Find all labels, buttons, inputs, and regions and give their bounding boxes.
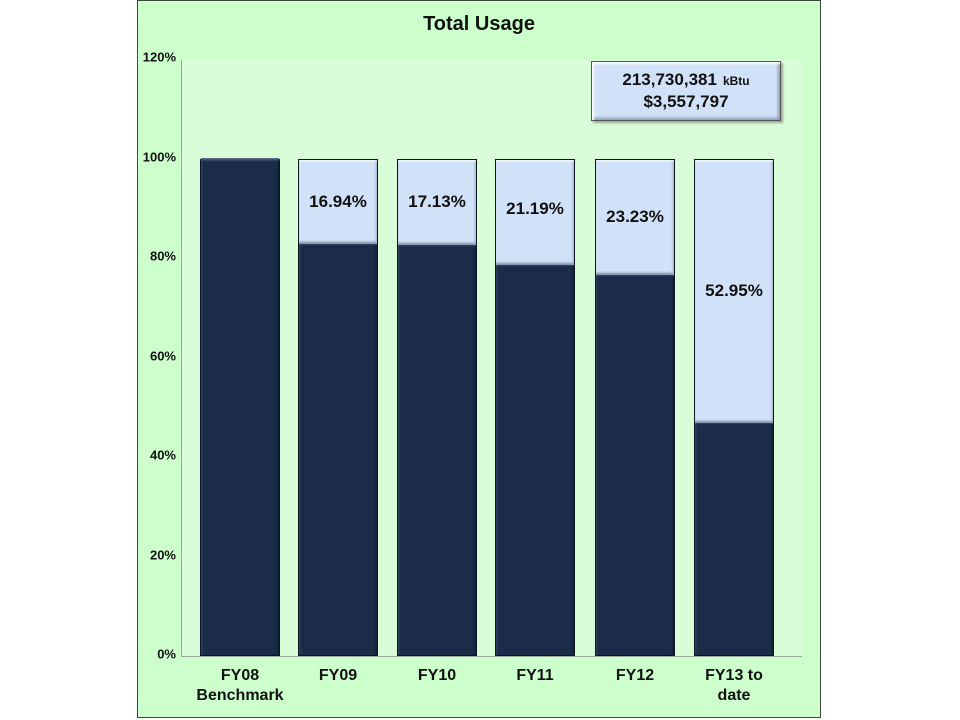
- y-tick-label: 80%: [149, 248, 176, 264]
- y-tick-label: 0%: [157, 646, 176, 662]
- x-label-line1: FY13 to: [705, 667, 763, 684]
- x-label-line1: FY09: [318, 667, 358, 684]
- y-tick-label: 60%: [149, 348, 176, 363]
- data-label: 52.95%: [705, 281, 763, 301]
- x-label-line1: FY12: [615, 667, 655, 684]
- usage-segment: [695, 420, 773, 655]
- bar-fy08: [200, 157, 280, 656]
- chart-title: Total Usage: [423, 13, 535, 35]
- bar-fy11: 21.19%: [495, 158, 575, 656]
- summary-cost: $3,557,797: [643, 92, 729, 111]
- x-tick-label: FY10: [382, 666, 492, 686]
- y-tick-label: 100%: [142, 149, 176, 164]
- x-label-line2: Benchmark: [196, 687, 284, 704]
- bar-fy12: 23.23%: [595, 158, 675, 656]
- data-label: 16.94%: [309, 191, 367, 211]
- y-tick-label: 20%: [149, 547, 176, 562]
- summary-energy: 213,730,381 kBtu: [592, 70, 780, 90]
- usage-segment: [201, 157, 279, 655]
- bar-fy10: 17.13%: [397, 158, 477, 656]
- usage-segment: [596, 273, 674, 655]
- reduction-segment: 21.19%: [496, 159, 574, 265]
- x-tick-label: FY13 to date: [679, 666, 789, 706]
- bar-fy13-to: 52.95%: [694, 158, 774, 656]
- summary-box: 213,730,381 kBtu $3,557,797: [591, 61, 781, 121]
- x-label-line1: FY10: [417, 667, 457, 684]
- reduction-segment: 52.95%: [695, 159, 773, 423]
- x-tick-label: FY09: [283, 666, 393, 686]
- reduction-segment: 17.13%: [398, 159, 476, 245]
- bar-fy09: 16.94%: [298, 158, 378, 656]
- x-label-line1: FY11: [516, 667, 554, 684]
- usage-segment: [496, 262, 574, 655]
- usage-segment: [398, 242, 476, 655]
- data-label: 23.23%: [606, 207, 664, 227]
- energy-value: 213,730,381: [622, 70, 717, 89]
- energy-unit: kBtu: [722, 74, 750, 88]
- x-tick-label: FY08 Benchmark: [185, 666, 295, 706]
- usage-segment: [299, 241, 377, 655]
- reduction-segment: 16.94%: [299, 159, 377, 244]
- y-tick-label: 120%: [142, 49, 176, 65]
- y-tick-label: 40%: [149, 447, 176, 463]
- x-tick-label: FY11: [480, 666, 590, 686]
- data-label: 21.19%: [506, 199, 564, 219]
- x-label-line2: date: [717, 687, 751, 704]
- x-tick-label: FY12: [580, 666, 690, 686]
- data-label: 17.13%: [408, 192, 466, 212]
- reduction-segment: 23.23%: [596, 159, 674, 276]
- x-label-line1: FY08: [220, 667, 260, 684]
